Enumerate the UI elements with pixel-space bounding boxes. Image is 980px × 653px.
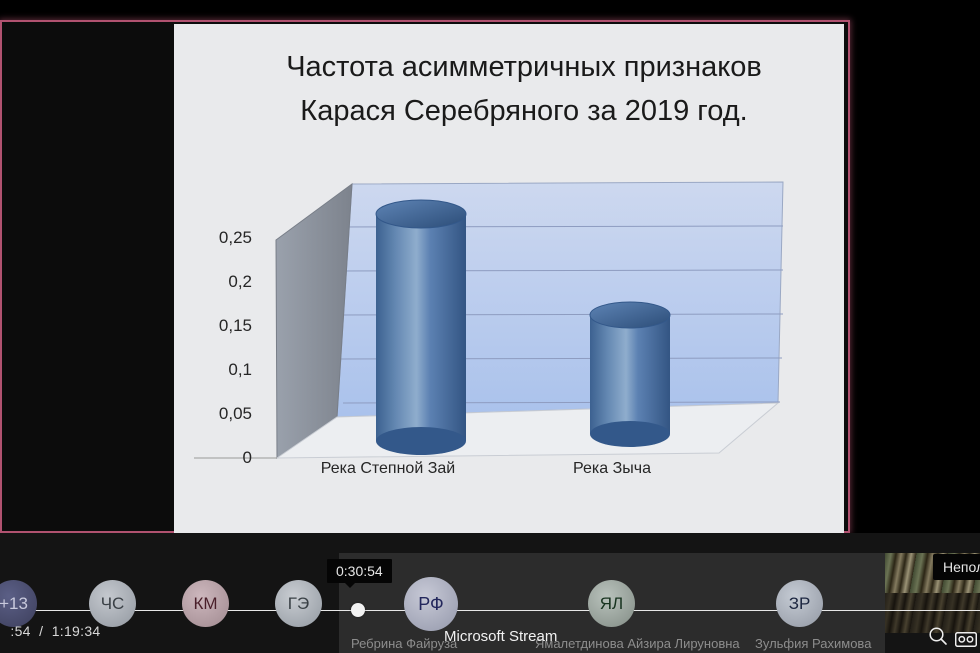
svg-text:0,15: 0,15: [219, 316, 252, 335]
svg-text:0,1: 0,1: [228, 360, 252, 379]
svg-text:0,05: 0,05: [219, 404, 252, 423]
svg-text:Река Степной Зай: Река Степной Зай: [321, 460, 455, 477]
svg-text:0: 0: [243, 448, 252, 467]
svg-text:0,2: 0,2: [228, 272, 252, 291]
svg-text:Река Зыча: Река Зыча: [573, 460, 651, 477]
svg-text:0,25: 0,25: [219, 228, 252, 247]
